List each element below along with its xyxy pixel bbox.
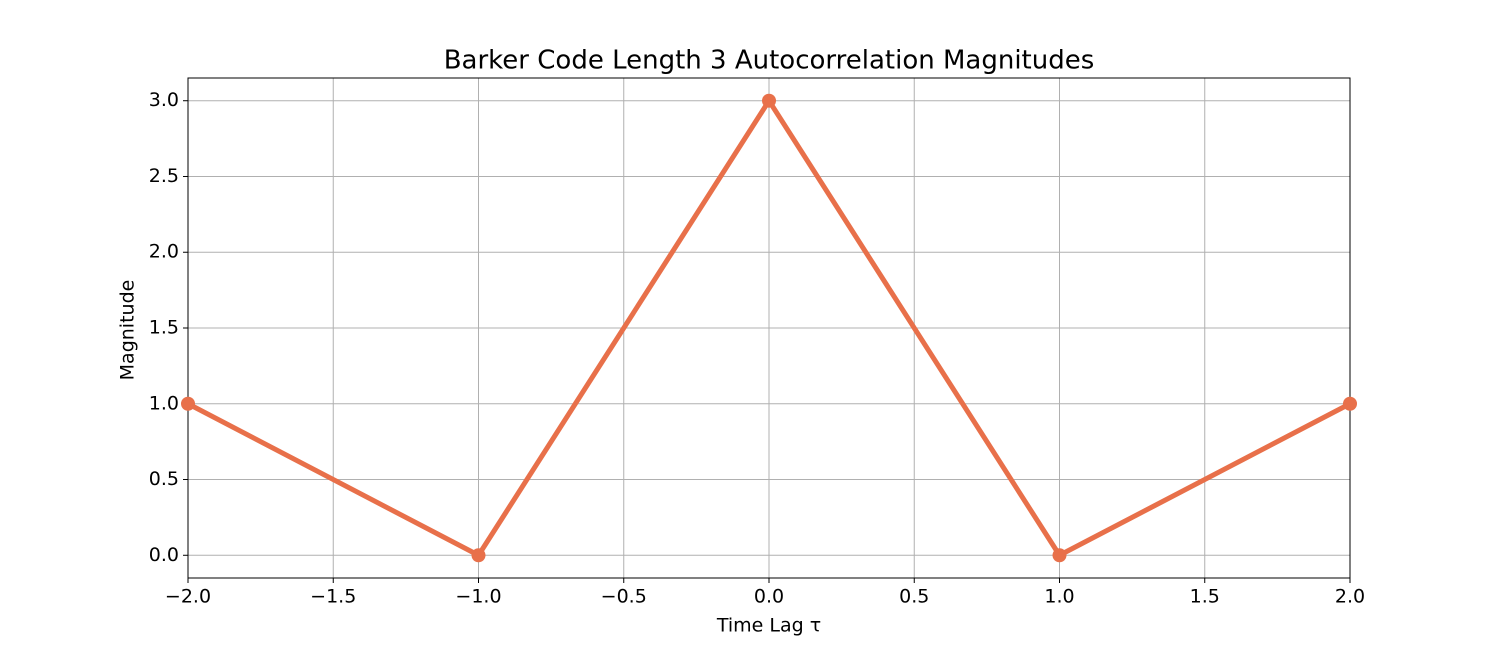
chart-title: Barker Code Length 3 Autocorrelation Mag…: [444, 46, 1095, 76]
x-tick-label: 2.0: [1335, 586, 1365, 608]
plot-frame: [187, 77, 1351, 579]
x-tick-label: 0.5: [899, 586, 929, 608]
x-tick-label: −2.0: [165, 586, 211, 608]
x-axis-label: Time Lag τ: [716, 615, 821, 637]
x-tick-label: 1.5: [1190, 586, 1220, 608]
data-point: [181, 396, 195, 411]
data-point: [762, 93, 776, 108]
y-tick-label: 1.5: [149, 317, 179, 339]
data-point: [1343, 396, 1357, 411]
y-axis-label: Magnitude: [117, 280, 139, 381]
y-tick-label: 3.0: [149, 89, 179, 111]
data-point: [471, 548, 486, 563]
y-tick-label: 2.0: [149, 241, 179, 263]
x-tick-label: −0.5: [601, 586, 647, 608]
y-tick-label: 1.0: [149, 392, 179, 414]
x-tick-label: −1.0: [455, 586, 501, 608]
x-tick-label: 1.0: [1044, 586, 1074, 608]
y-tick-label: 0.0: [149, 544, 179, 566]
x-tick-label: −1.5: [310, 586, 356, 608]
x-tick-label: 0.0: [754, 586, 784, 608]
y-tick-label: 2.5: [149, 165, 179, 187]
y-tick-label: 0.5: [149, 468, 179, 490]
data-point: [1052, 548, 1067, 563]
